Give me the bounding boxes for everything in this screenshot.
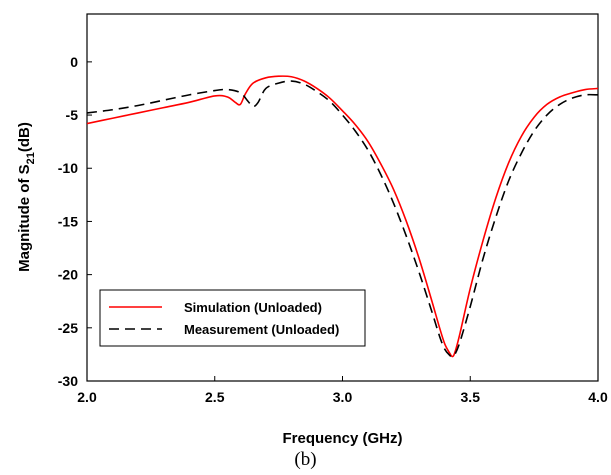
legend: Simulation (Unloaded) Measurement (Unloa… <box>99 289 366 347</box>
y-axis-title-sub: 21 <box>25 152 37 164</box>
y-tick-label: -30 <box>58 373 78 389</box>
legend-label-measurement: Measurement (Unloaded) <box>184 322 339 337</box>
y-axis-title-suffix: (dB) <box>16 122 33 152</box>
x-tick-label: 4.0 <box>588 389 608 405</box>
x-tick-label: 3.5 <box>461 389 481 405</box>
figure-caption: (b) <box>294 449 317 470</box>
x-axis-title: Frequency (GHz) <box>282 430 402 447</box>
x-tick-label: 2.0 <box>77 389 97 405</box>
y-axis-title-main: Magnitude of S <box>16 164 33 272</box>
y-tick-label: -15 <box>58 213 78 229</box>
y-tick-label: 0 <box>70 54 78 70</box>
simulation-line <box>87 75 598 358</box>
y-axis-title: Magnitude of S21(dB) <box>16 122 37 272</box>
legend-label-simulation: Simulation (Unloaded) <box>184 300 322 315</box>
y-tick-label: -25 <box>58 320 78 336</box>
y-tick-label: -20 <box>58 267 78 283</box>
x-tick-label: 3.0 <box>333 389 353 405</box>
x-tick-label: 2.5 <box>205 389 225 405</box>
legend-box <box>99 289 366 347</box>
measurement-line <box>87 80 598 358</box>
y-tick-label: -10 <box>58 160 78 176</box>
y-tick-label: -5 <box>66 107 79 123</box>
